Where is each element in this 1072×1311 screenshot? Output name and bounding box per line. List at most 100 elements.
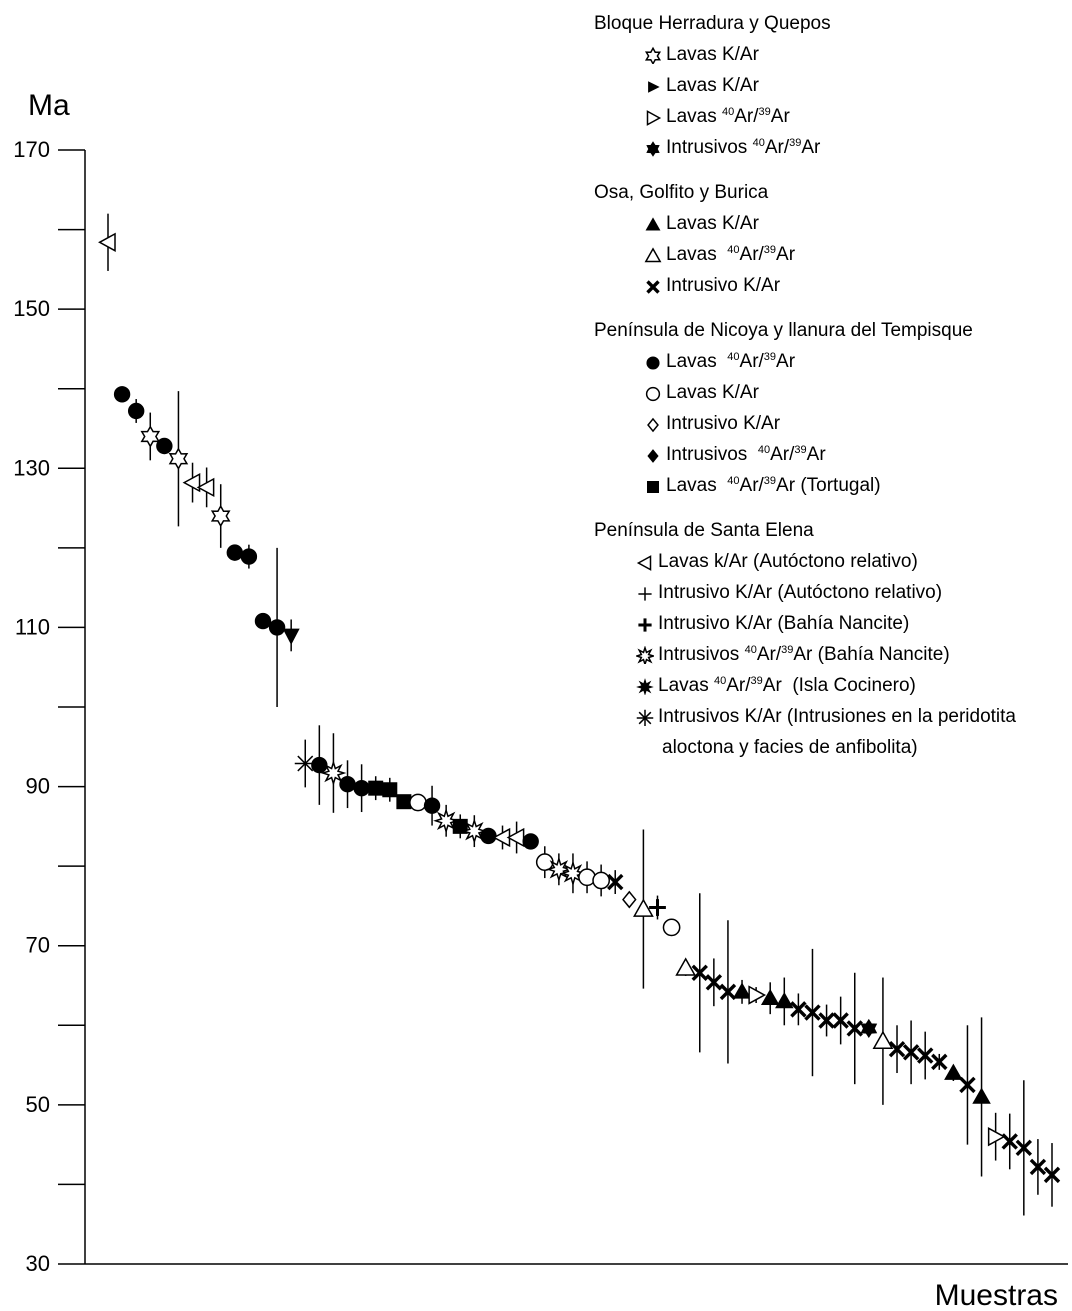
hexagram-open-icon bbox=[644, 46, 662, 64]
data-point bbox=[872, 1030, 894, 1049]
data-point bbox=[649, 899, 666, 916]
data-point bbox=[368, 780, 384, 796]
data-point bbox=[832, 1012, 849, 1029]
y-tick-label: 110 bbox=[15, 614, 50, 639]
data-point bbox=[311, 756, 328, 774]
data-point bbox=[691, 964, 708, 981]
legend-item: Lavas k/Ar (Autóctono relativo) bbox=[594, 546, 1069, 577]
hexagram-filled-icon bbox=[646, 140, 660, 157]
triangle-right-open-icon bbox=[646, 109, 662, 126]
plus-thin-icon bbox=[638, 586, 652, 601]
legend-item-label: Lavas K/Ar bbox=[666, 382, 759, 403]
legend-item-label: Lavas K/Ar bbox=[666, 44, 759, 65]
legend-item: Lavas K/Ar bbox=[594, 39, 1069, 70]
data-point bbox=[1043, 1166, 1061, 1184]
data-point bbox=[254, 612, 272, 630]
legend-item-continuation: aloctona y facies de anfibolita) bbox=[662, 737, 918, 758]
legend-item: Intrusivos K/Ar (Intrusiones en la perid… bbox=[594, 701, 1069, 732]
triangle-up-filled-icon bbox=[645, 216, 661, 230]
diamond-open-icon bbox=[647, 417, 659, 432]
circle-filled-icon bbox=[646, 355, 660, 370]
data-point bbox=[98, 232, 116, 252]
star8-filled-icon bbox=[636, 677, 654, 695]
data-point bbox=[182, 472, 201, 493]
data-point bbox=[1001, 1133, 1018, 1150]
data-point bbox=[633, 898, 654, 917]
data-point bbox=[433, 807, 460, 834]
data-point bbox=[140, 425, 161, 448]
legend-group: Bloque Herradura y Quepos Lavas K/Ar Lavas… bbox=[594, 8, 1069, 163]
data-point bbox=[592, 871, 611, 890]
legend-item: Lavas K/Ar bbox=[594, 70, 1069, 101]
data-point bbox=[480, 827, 497, 845]
data-point bbox=[1015, 1139, 1033, 1157]
legend-item-label: Lavas k/Ar (Autóctono relativo) bbox=[658, 551, 918, 572]
data-point bbox=[168, 447, 189, 471]
square-filled-icon bbox=[647, 480, 659, 493]
data-point bbox=[339, 775, 356, 793]
marker-hexagram-open bbox=[644, 46, 662, 64]
plus-bold-icon bbox=[638, 617, 652, 632]
triangle-left-open-icon bbox=[636, 554, 652, 571]
legend-item-label: Lavas K/Ar bbox=[666, 213, 759, 234]
data-point bbox=[452, 818, 468, 834]
marker-x-bold bbox=[646, 279, 660, 294]
triangle-up-open-icon bbox=[644, 246, 662, 262]
marker-asterisk-thin bbox=[636, 709, 654, 726]
data-point bbox=[902, 1044, 920, 1061]
legend-item: Lavas K/Ar bbox=[594, 377, 1069, 408]
legend: Bloque Herradura y Quepos Lavas K/Ar Lavas… bbox=[594, 8, 1069, 777]
legend-group-title: Bloque Herradura y Quepos bbox=[594, 13, 831, 34]
data-point bbox=[818, 1012, 835, 1029]
data-point bbox=[888, 1040, 906, 1058]
marker-diamond-filled bbox=[647, 448, 659, 463]
data-point bbox=[959, 1076, 976, 1094]
y-tick-label: 90 bbox=[26, 774, 50, 799]
legend-item-label: Intrusivo K/Ar bbox=[666, 413, 781, 434]
marker-triangle-up-filled bbox=[645, 216, 661, 230]
data-point bbox=[210, 504, 231, 528]
data-point bbox=[423, 797, 441, 814]
marker-circle-open bbox=[645, 386, 661, 401]
marker-plus-bold bbox=[638, 617, 652, 632]
legend-item: Intrusivo K/Ar bbox=[594, 270, 1069, 301]
data-point bbox=[268, 619, 286, 636]
data-point bbox=[719, 983, 737, 1001]
legend-item-label: Lavas 40Ar/39Ar bbox=[666, 244, 796, 265]
data-point bbox=[282, 628, 300, 645]
legend-item-label: Intrusivo K/Ar (Bahía Nancite) bbox=[658, 613, 910, 634]
y-tick-label: 150 bbox=[13, 296, 50, 321]
x-bold-icon bbox=[646, 279, 660, 294]
data-point bbox=[846, 1020, 863, 1037]
legend-item: Intrusivo K/Ar bbox=[594, 408, 1069, 439]
data-point bbox=[353, 779, 370, 797]
data-point bbox=[535, 853, 554, 872]
data-point bbox=[775, 992, 794, 1009]
data-point bbox=[522, 833, 539, 850]
data-point bbox=[545, 856, 572, 883]
data-point bbox=[607, 873, 624, 891]
data-point bbox=[622, 890, 637, 909]
legend-item: Lavas 40Ar/39Ar bbox=[594, 239, 1069, 270]
marker-star8-open bbox=[636, 645, 654, 664]
marker-plus-thin bbox=[638, 586, 652, 601]
legend-item: Intrusivos 40Ar/39Ar (Bahía Nancite) bbox=[594, 639, 1069, 670]
y-tick-label: 170 bbox=[13, 137, 50, 162]
marker-triangle-right-filled bbox=[648, 80, 660, 93]
legend-group: Península de Nicoya y llanura del Tempis… bbox=[594, 315, 1069, 501]
legend-item-label: Lavas 40Ar/39Ar bbox=[666, 106, 790, 127]
data-point bbox=[972, 1087, 991, 1104]
legend-item-label: Lavas 40Ar/39Ar (Isla Cocinero) bbox=[658, 675, 916, 696]
triangle-right-filled-icon bbox=[648, 80, 660, 93]
legend-item: Lavas 40Ar/39Ar (Tortugal) bbox=[594, 470, 1069, 501]
legend-item-label: Intrusivos 40Ar/39Ar bbox=[666, 444, 826, 465]
legend-item-label: Lavas K/Ar bbox=[666, 75, 759, 96]
data-point bbox=[396, 794, 412, 810]
legend-item: Lavas 40Ar/39Ar bbox=[594, 346, 1069, 377]
y-tick-label: 70 bbox=[26, 933, 50, 958]
legend-group-title: Península de Santa Elena bbox=[594, 520, 814, 541]
data-point bbox=[127, 402, 145, 420]
data-point bbox=[705, 974, 723, 991]
data-point bbox=[662, 918, 681, 937]
